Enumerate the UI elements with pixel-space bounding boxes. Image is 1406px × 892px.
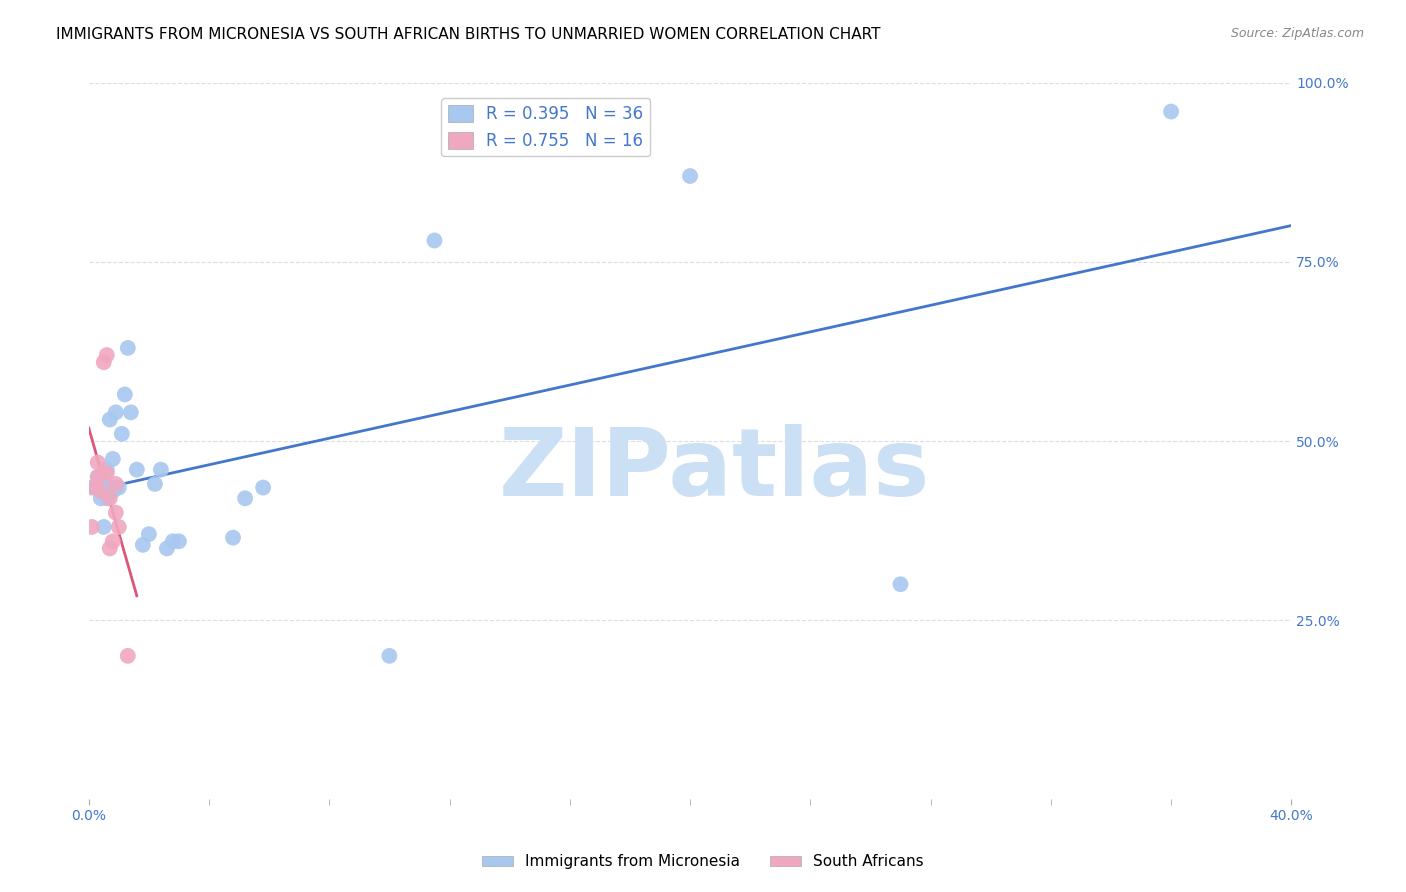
Point [101, 451, 124, 466]
Point [93, 481, 115, 495]
Point [233, 491, 256, 506]
Point [104, 481, 127, 495]
Point [143, 477, 166, 491]
Point [96, 463, 118, 477]
Point [96, 348, 118, 362]
Point [132, 538, 155, 552]
Point [378, 648, 401, 663]
Point [87, 455, 110, 469]
Point [107, 481, 129, 495]
Point [93, 467, 115, 481]
Point [167, 534, 190, 549]
Point [162, 534, 184, 549]
Point [156, 541, 179, 556]
Point [149, 463, 172, 477]
Point [96, 491, 118, 506]
Point [117, 341, 139, 355]
Point [90, 474, 112, 488]
Point [83, 481, 105, 495]
Point [117, 648, 139, 663]
Point [889, 577, 911, 591]
Point [1160, 104, 1182, 119]
Point [90, 484, 112, 499]
Point [93, 355, 115, 369]
Point [87, 470, 110, 484]
Point [87, 470, 110, 484]
Point [98, 481, 121, 495]
Point [96, 467, 118, 481]
Point [114, 387, 136, 401]
Point [104, 477, 127, 491]
Point [101, 484, 124, 499]
Point [107, 520, 129, 534]
Legend: R = 0.395   N = 36, R = 0.755   N = 16: R = 0.395 N = 36, R = 0.755 N = 16 [441, 98, 650, 156]
Point [104, 506, 127, 520]
Point [111, 426, 134, 441]
Text: IMMIGRANTS FROM MICRONESIA VS SOUTH AFRICAN BIRTHS TO UNMARRIED WOMEN CORRELATIO: IMMIGRANTS FROM MICRONESIA VS SOUTH AFRI… [56, 27, 880, 42]
Point [98, 491, 121, 506]
Point [138, 527, 160, 541]
Point [101, 534, 124, 549]
Point [222, 531, 245, 545]
Point [125, 463, 148, 477]
Point [93, 520, 115, 534]
Point [87, 481, 110, 495]
Point [98, 541, 121, 556]
Text: ZIPatlas: ZIPatlas [498, 424, 929, 516]
Point [423, 234, 446, 248]
Point [98, 412, 121, 426]
Point [80, 520, 103, 534]
Text: Source: ZipAtlas.com: Source: ZipAtlas.com [1230, 27, 1364, 40]
Point [679, 169, 702, 183]
Point [104, 405, 127, 419]
Point [120, 405, 142, 419]
Legend: Immigrants from Micronesia, South Africans: Immigrants from Micronesia, South Africa… [477, 848, 929, 875]
Point [90, 491, 112, 506]
Point [252, 481, 274, 495]
Point [80, 481, 103, 495]
